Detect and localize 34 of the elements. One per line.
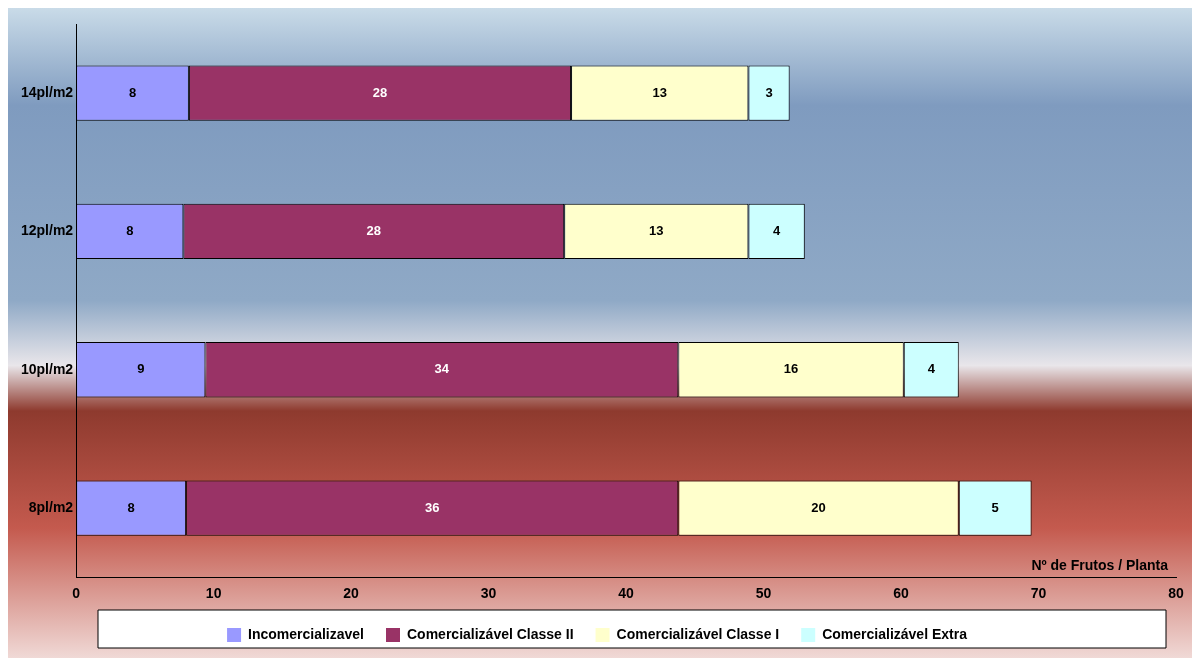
- legend-label: Incomercializavel: [248, 625, 365, 642]
- data-label: 4: [927, 361, 936, 377]
- data-label: 4: [773, 223, 781, 239]
- data-label: 8: [128, 84, 137, 100]
- data-label: 5: [991, 499, 999, 515]
- data-label: 28: [366, 223, 382, 239]
- x-tick-label: 60: [893, 585, 910, 602]
- legend-label: Comercializável Classe I: [616, 625, 780, 642]
- x-tick-label: 0: [72, 585, 81, 602]
- data-label: 13: [649, 223, 664, 239]
- y-tick-label: 12pl/m2: [21, 222, 74, 239]
- x-tick-label: 40: [618, 585, 635, 602]
- data-label: 20: [811, 499, 826, 515]
- x-tick-label: 50: [755, 585, 772, 602]
- x-axis-title: Nº de Frutos / Planta: [1031, 557, 1169, 574]
- data-label: 34: [434, 361, 450, 377]
- data-label: 9: [137, 361, 145, 377]
- x-tick-label: 10: [205, 585, 222, 602]
- x-tick-label: 20: [343, 585, 360, 602]
- legend-label: Comercializável Extra: [822, 625, 968, 642]
- y-tick-label: 14pl/m2: [21, 84, 74, 101]
- x-tick-label: 30: [480, 585, 497, 602]
- x-tick-label: 70: [1030, 585, 1047, 602]
- legend-label: Comercializável Classe II: [407, 625, 574, 642]
- data-label: 3: [765, 84, 773, 100]
- data-label: 28: [372, 84, 388, 100]
- data-label: 8: [126, 223, 134, 239]
- y-tick-label: 10pl/m2: [21, 360, 74, 377]
- data-label: 36: [424, 499, 440, 515]
- data-label: 8: [127, 499, 135, 515]
- y-tick-label: 8pl/m2: [28, 498, 74, 515]
- data-label: 13: [652, 84, 667, 100]
- data-label: 16: [783, 361, 799, 377]
- x-tick-label: 80: [1168, 585, 1184, 602]
